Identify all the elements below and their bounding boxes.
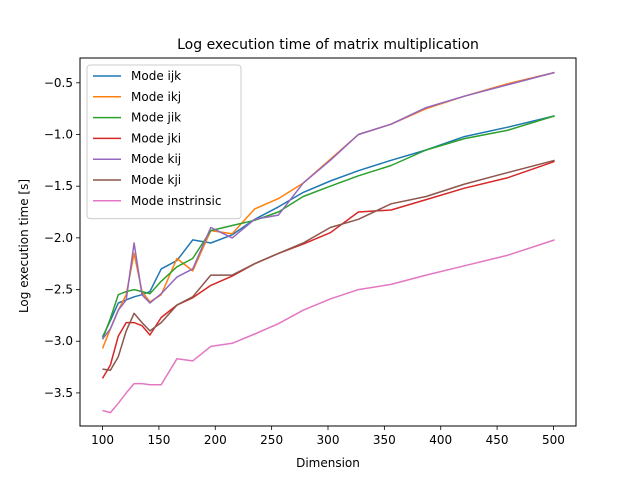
y-axis: −3.5 −3.0 −2.5 −2.0 −1.5 −1.0 −0.5 xyxy=(44,76,80,400)
series-layer xyxy=(101,71,555,414)
legend-entry: Mode ijk xyxy=(131,69,181,83)
y-tick-label: −3.5 xyxy=(44,386,73,400)
y-tick-label: −3.0 xyxy=(44,334,73,348)
x-tick-label: 100 xyxy=(91,433,114,447)
legend-entry: Mode ikj xyxy=(131,90,181,104)
y-tick-label: −2.0 xyxy=(44,231,73,245)
legend-entry: Mode jki xyxy=(131,131,181,145)
legend-entry: Mode kji xyxy=(131,173,181,187)
x-axis-label: Dimension xyxy=(296,456,360,470)
series-line-6 xyxy=(102,159,555,371)
y-tick-label: −0.5 xyxy=(44,76,73,90)
legend: Mode ijk Mode ikj Mode jik Mode jki Mode kij… xyxy=(86,64,242,220)
series-line-7 xyxy=(102,239,555,414)
x-tick-label: 250 xyxy=(260,433,283,447)
x-tick-label: 150 xyxy=(147,433,170,447)
y-tick-label: −1.0 xyxy=(44,127,73,141)
chart-title: Log execution time of matrix multiplicat… xyxy=(177,37,479,53)
series-line-3 xyxy=(101,115,555,340)
series-line-5 xyxy=(101,71,555,340)
y-axis-label: Log execution time [s] xyxy=(17,179,31,313)
legend-entry: Mode instrinsic xyxy=(131,194,221,208)
x-tick-label: 450 xyxy=(486,433,509,447)
legend-entry: Mode kij xyxy=(131,152,181,166)
x-tick-label: 500 xyxy=(542,433,565,447)
legend-entry: Mode jik xyxy=(131,111,181,125)
y-tick-label: −1.5 xyxy=(44,179,73,193)
y-tick-label: −2.5 xyxy=(44,283,73,297)
x-tick-label: 200 xyxy=(204,433,227,447)
x-tick-label: 350 xyxy=(373,433,396,447)
x-axis: 100 150 200 250 300 350 400 450 500 xyxy=(91,426,565,447)
x-tick-label: 400 xyxy=(429,433,452,447)
series-line-1 xyxy=(101,115,555,338)
legend-box xyxy=(86,64,242,220)
x-tick-label: 300 xyxy=(317,433,340,447)
